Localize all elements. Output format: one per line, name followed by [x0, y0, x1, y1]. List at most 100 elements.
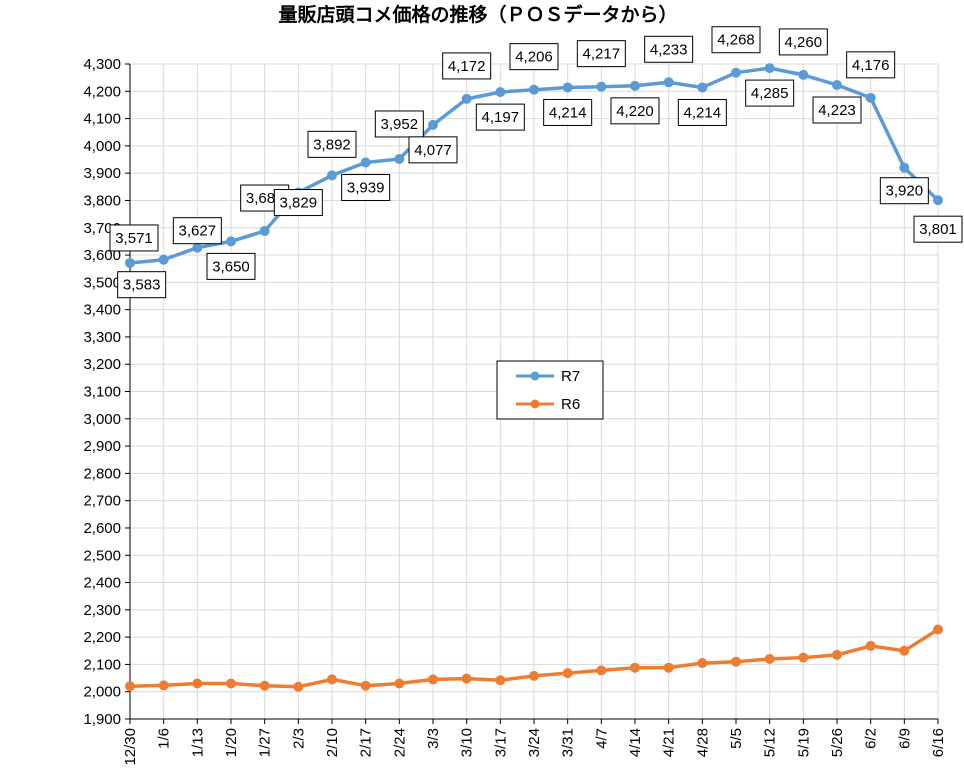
y-tick-label: 4,300 — [83, 56, 121, 73]
y-tick-label: 2,900 — [83, 438, 121, 455]
data-label: 4,214 — [549, 104, 587, 121]
data-label: 3,801 — [919, 221, 957, 238]
y-tick-label: 3,400 — [83, 302, 121, 319]
data-point-r6 — [461, 673, 472, 684]
legend-box — [496, 360, 604, 420]
data-label: 4,176 — [852, 57, 890, 74]
data-point-r7 — [899, 162, 910, 173]
y-tick-label: 3,000 — [83, 411, 121, 428]
data-label: 3,892 — [313, 136, 351, 153]
x-tick-label: 6/2 — [863, 728, 880, 749]
y-tick-label: 2,000 — [83, 684, 121, 701]
y-tick-label: 3,300 — [83, 329, 121, 346]
data-point-r6 — [158, 680, 169, 691]
data-point-r7 — [630, 80, 640, 91]
data-label-box — [206, 252, 256, 280]
data-label-box — [778, 28, 828, 56]
x-tick-label: 4/14 — [627, 728, 644, 757]
data-label-box — [307, 130, 357, 158]
x-tick-label: 5/26 — [829, 728, 846, 757]
x-tick-label: 2/10 — [324, 728, 341, 757]
data-label-box — [576, 40, 626, 68]
data-point-r6 — [259, 680, 270, 691]
x-tick-label: 1/27 — [257, 728, 274, 757]
series-layer — [125, 63, 943, 692]
data-point-r6 — [933, 624, 943, 635]
data-point-r7 — [764, 63, 775, 74]
data-point-r6 — [360, 680, 371, 691]
data-point-r6 — [327, 674, 337, 685]
data-label: 4,077 — [414, 142, 452, 159]
data-point-r6 — [764, 653, 775, 664]
data-point-r7 — [798, 69, 809, 80]
data-label-box — [109, 224, 159, 252]
data-label: 3,829 — [280, 195, 318, 212]
data-point-r7 — [428, 119, 438, 130]
data-label: 4,233 — [650, 41, 688, 58]
data-point-r7 — [562, 82, 573, 93]
data-label: 4,197 — [482, 109, 520, 126]
y-tick-label: 3,500 — [83, 274, 121, 291]
data-label-box — [475, 103, 525, 131]
x-tick-label: 3/31 — [560, 728, 577, 757]
data-label: 4,220 — [616, 103, 654, 120]
data-label-box — [812, 96, 862, 124]
data-label-box — [677, 98, 727, 126]
data-label: 3,952 — [381, 116, 419, 133]
data-point-r6 — [428, 674, 438, 685]
y-tick-label: 4,000 — [83, 138, 121, 155]
x-tick-label: 3/24 — [526, 728, 543, 757]
data-point-r6 — [697, 658, 708, 669]
data-point-r7 — [360, 157, 371, 168]
data-label-box — [509, 43, 559, 71]
y-tick-label: 2,300 — [83, 602, 121, 619]
x-tick-label: 5/19 — [795, 728, 812, 757]
x-tick-label: 5/5 — [728, 728, 745, 749]
data-point-r7 — [125, 257, 135, 268]
y-tick-label: 3,100 — [83, 384, 121, 401]
x-tick-label: 4/7 — [593, 728, 610, 749]
data-point-r6 — [731, 656, 741, 667]
data-point-r7 — [933, 195, 943, 206]
x-tick-label: 1/20 — [223, 728, 240, 757]
data-label-box — [644, 35, 694, 63]
data-label-box — [273, 189, 323, 217]
data-point-r6 — [663, 662, 674, 673]
x-tick-label: 5/12 — [762, 728, 779, 757]
legend-label-r7: R7 — [561, 368, 580, 385]
y-tick-label: 2,700 — [83, 493, 121, 510]
y-tick-label: 1,900 — [83, 711, 121, 728]
data-point-r7 — [226, 236, 236, 247]
data-label: 3,583 — [123, 277, 161, 294]
y-tick-label: 3,800 — [83, 192, 121, 209]
data-label: 4,206 — [515, 49, 553, 66]
y-tick-label: 4,200 — [83, 83, 121, 100]
x-tick-label: 1/13 — [189, 728, 206, 757]
data-point-r7 — [192, 242, 203, 253]
y-tick-label: 2,800 — [83, 465, 121, 482]
data-point-r7 — [865, 92, 876, 103]
data-label: 3,939 — [347, 180, 385, 197]
data-point-r7 — [697, 82, 708, 93]
y-tick-label: 2,600 — [83, 520, 121, 537]
data-point-r6 — [293, 681, 304, 692]
x-tick-label: 12/30 — [122, 728, 139, 766]
data-point-r6 — [495, 675, 506, 686]
data-point-r7 — [461, 93, 472, 104]
data-point-r6 — [125, 681, 135, 692]
x-tick-label: 2/3 — [290, 728, 307, 749]
data-label: 4,268 — [717, 32, 755, 49]
y-tick-label: 2,200 — [83, 629, 121, 646]
data-label-box — [610, 97, 660, 125]
data-point-r6 — [865, 640, 876, 651]
x-tick-label: 2/24 — [391, 728, 408, 757]
data-label-box — [913, 215, 963, 243]
data-point-r7 — [529, 84, 539, 95]
data-label: 4,285 — [751, 85, 789, 102]
data-label-box — [745, 79, 795, 107]
legend-marker-r7 — [530, 371, 540, 381]
y-tick-label: 2,500 — [83, 547, 121, 564]
x-tick-label: 2/17 — [358, 728, 375, 757]
data-label-box — [879, 177, 929, 205]
